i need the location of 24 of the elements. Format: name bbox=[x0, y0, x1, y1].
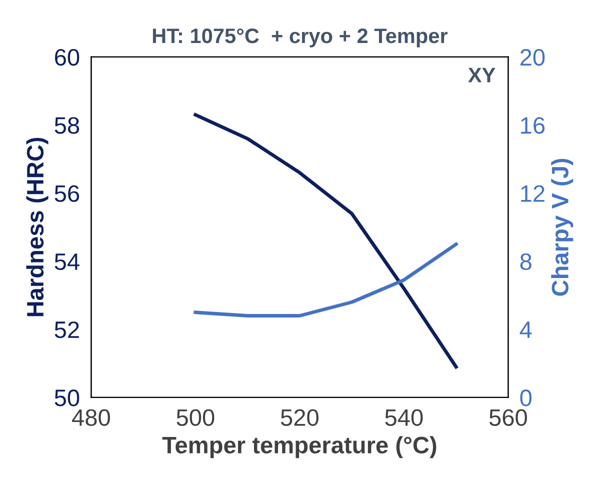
y-tick-label: 60 bbox=[55, 48, 80, 66]
line-series bbox=[194, 113, 458, 369]
y2-tick-label: 16 bbox=[521, 117, 545, 134]
x-tick-label: 500 bbox=[176, 409, 214, 426]
y2-tick-label: 4 bbox=[520, 322, 532, 338]
y2-tick-label: 0 bbox=[520, 390, 532, 406]
y-tick-label: 54 bbox=[54, 254, 80, 270]
y2-tick-label: 20 bbox=[520, 48, 545, 66]
y-tick-label: 56 bbox=[54, 185, 80, 202]
x-tick-label: 520 bbox=[280, 409, 318, 426]
y2-axis-title: Charpy V (J) bbox=[551, 158, 574, 296]
x-tick-label: 540 bbox=[385, 409, 423, 426]
y-tick-label: 52 bbox=[54, 321, 79, 338]
annotation: XY bbox=[468, 68, 496, 82]
y2-tick-label: 12 bbox=[521, 185, 544, 202]
y-tick-label: 58 bbox=[54, 117, 80, 134]
chart-title: HT: 1075°C + cryo + 2 Temper bbox=[152, 28, 448, 48]
y-tick-label: 50 bbox=[54, 390, 80, 406]
y-axis-title: Hardness (HRC) bbox=[26, 138, 48, 316]
line-series bbox=[194, 242, 458, 318]
x-axis-title: Temper temperature (°C) bbox=[162, 436, 436, 458]
x-tick-label: 560 bbox=[489, 409, 527, 426]
x-tick-label: 480 bbox=[72, 409, 110, 426]
y2-tick-label: 8 bbox=[520, 253, 532, 270]
